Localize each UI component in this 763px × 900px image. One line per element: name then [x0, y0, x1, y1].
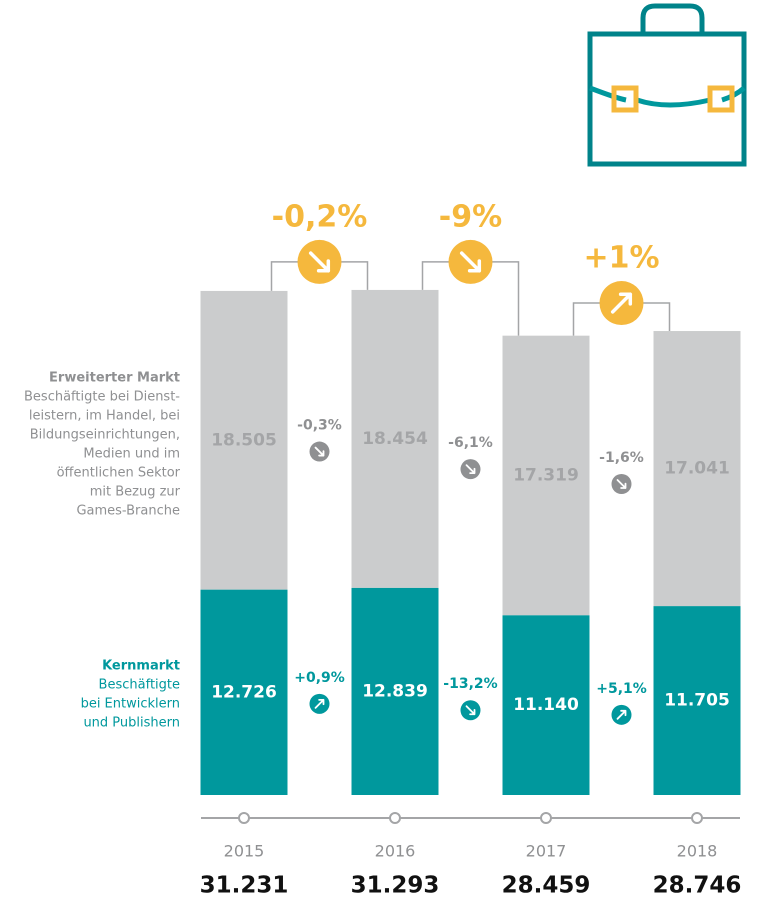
bar-segment: [653, 331, 741, 607]
legend-description: bei Entwicklern: [81, 697, 180, 712]
arrow-glyph: [616, 479, 627, 489]
bar-segment: [502, 615, 590, 795]
arrow-glyph: [616, 709, 627, 720]
legend-description: öffentlichen Sektor: [57, 466, 181, 481]
value-label: 18.454: [362, 429, 428, 449]
x-tick-label: 2015: [224, 842, 265, 861]
legend-description: mit Bezug zur: [90, 485, 181, 500]
legend-description: Beschäftigte: [99, 678, 180, 693]
timeline-dot: [540, 812, 552, 824]
legend-description: Bildungseinrichtungen,: [30, 428, 180, 443]
total-label: 28.746: [653, 873, 742, 899]
arrow-glyph: [465, 464, 476, 475]
total-change-label: -9%: [439, 199, 502, 234]
arrow-glyph: [465, 705, 476, 716]
total-change-label: -0,2%: [272, 199, 368, 234]
total-label: 31.231: [200, 873, 289, 899]
arrow-glyph: [314, 446, 325, 457]
briefcase-icon: [587, 3, 747, 167]
value-label: 17.041: [664, 459, 730, 479]
legend-description: leistern, im Handel, bei: [29, 409, 180, 424]
value-label: 12.839: [362, 681, 428, 701]
total-label: 31.293: [351, 873, 440, 899]
bar-segment: [653, 606, 741, 795]
legend-title: Kernmarkt: [102, 659, 180, 674]
value-label: 11.705: [664, 691, 730, 711]
x-tick-label: 2016: [375, 842, 416, 861]
value-label: 12.726: [211, 682, 277, 702]
value-label: 11.140: [513, 695, 579, 715]
change-label: -13,2%: [443, 676, 497, 692]
bar-segment: [200, 589, 288, 795]
change-label: +5,1%: [596, 681, 647, 697]
total-label: 28.459: [502, 873, 591, 899]
total-change-label: +1%: [583, 241, 659, 276]
value-label: 18.505: [211, 430, 277, 450]
change-label: -1,6%: [599, 450, 644, 466]
bar-segment: [351, 587, 439, 795]
bar-segment: [351, 289, 439, 588]
change-label: +0,9%: [294, 670, 345, 686]
timeline-dot: [389, 812, 401, 824]
legend-description: Beschäftigte bei Dienst-: [24, 390, 180, 405]
change-label: -6,1%: [448, 435, 493, 451]
legend-description: Medien und im: [83, 447, 180, 462]
legend-title: Erweiterter Markt: [49, 371, 180, 386]
bar-segment: [200, 290, 288, 590]
arrow-glyph: [610, 292, 633, 314]
x-tick-label: 2017: [526, 842, 567, 861]
change-label: -0,3%: [297, 418, 342, 434]
timeline-dot: [691, 812, 703, 824]
x-tick-label: 2018: [677, 842, 718, 861]
arrow-glyph: [459, 251, 482, 273]
value-label: 17.319: [513, 465, 579, 485]
timeline-dot: [238, 812, 250, 824]
arrow-glyph: [314, 698, 325, 709]
legend-description: Games-Branche: [76, 504, 180, 519]
arrow-glyph: [308, 251, 331, 273]
legend-description: und Publishern: [83, 716, 180, 731]
bar-segment: [502, 335, 590, 616]
